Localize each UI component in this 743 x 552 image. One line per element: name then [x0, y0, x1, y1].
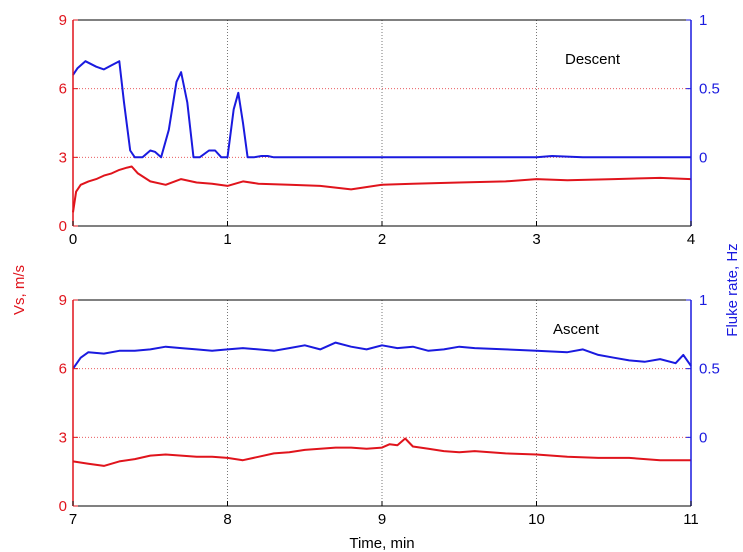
series-line-fluke-rate [72, 341, 692, 370]
x-tick-label: 0 [69, 231, 77, 248]
x-tick-label: 11 [683, 511, 699, 528]
axes-layer: 0 1 2 3 4 0 3 6 9 0 0.5 1 [59, 12, 720, 248]
y-axis-label-right: Fluke rate, Hz [724, 243, 741, 336]
x-tick-label: 4 [687, 231, 695, 248]
y-tick-label-left: 6 [59, 81, 67, 98]
y-tick-label-right: 1 [699, 12, 707, 29]
panel-descent: 0 1 2 3 4 0 3 6 9 0 0.5 1 Descent [59, 12, 720, 248]
y-tick-label-right: 0 [699, 149, 707, 166]
y-tick-label-left: 3 [59, 429, 67, 446]
series-line-fluke-rate [72, 60, 691, 159]
panel-ascent: 7 8 9 10 11 0 3 6 9 0 0.5 1 Ascent [59, 292, 720, 528]
y-tick-label-left: 9 [59, 12, 67, 29]
x-tick-label: 3 [532, 231, 540, 248]
grid-lines [73, 300, 691, 506]
y-tick-label-right: 0 [699, 429, 707, 446]
x-tick-label: 8 [223, 511, 231, 528]
x-axis-label: Time, min [349, 535, 414, 552]
y-tick-label-left: 6 [59, 361, 67, 378]
series-layer [72, 60, 692, 213]
y-tick-label-left: 0 [59, 498, 67, 515]
y-tick-label-left: 0 [59, 218, 67, 235]
x-tick-label: 7 [69, 511, 77, 528]
x-tick-label: 9 [378, 511, 386, 528]
x-tick-label: 2 [378, 231, 386, 248]
y-tick-label-left: 3 [59, 149, 67, 166]
panel-annotation: Descent [565, 51, 621, 68]
y-tick-label-right: 0.5 [699, 361, 720, 378]
panel-annotation: Ascent [553, 321, 600, 338]
y-tick-label-right: 1 [699, 292, 707, 309]
y-axis-label-left: Vs, m/s [11, 265, 28, 315]
x-tick-label: 10 [528, 511, 545, 528]
y-tick-label-left: 9 [59, 292, 67, 309]
series-layer [72, 341, 692, 467]
y-tick-label-right: 0.5 [699, 81, 720, 98]
series-line-speed [72, 437, 691, 467]
series-line-speed [72, 165, 692, 213]
axes-layer: 7 8 9 10 11 0 3 6 9 0 0.5 1 [59, 292, 720, 528]
x-tick-label: 1 [223, 231, 231, 248]
